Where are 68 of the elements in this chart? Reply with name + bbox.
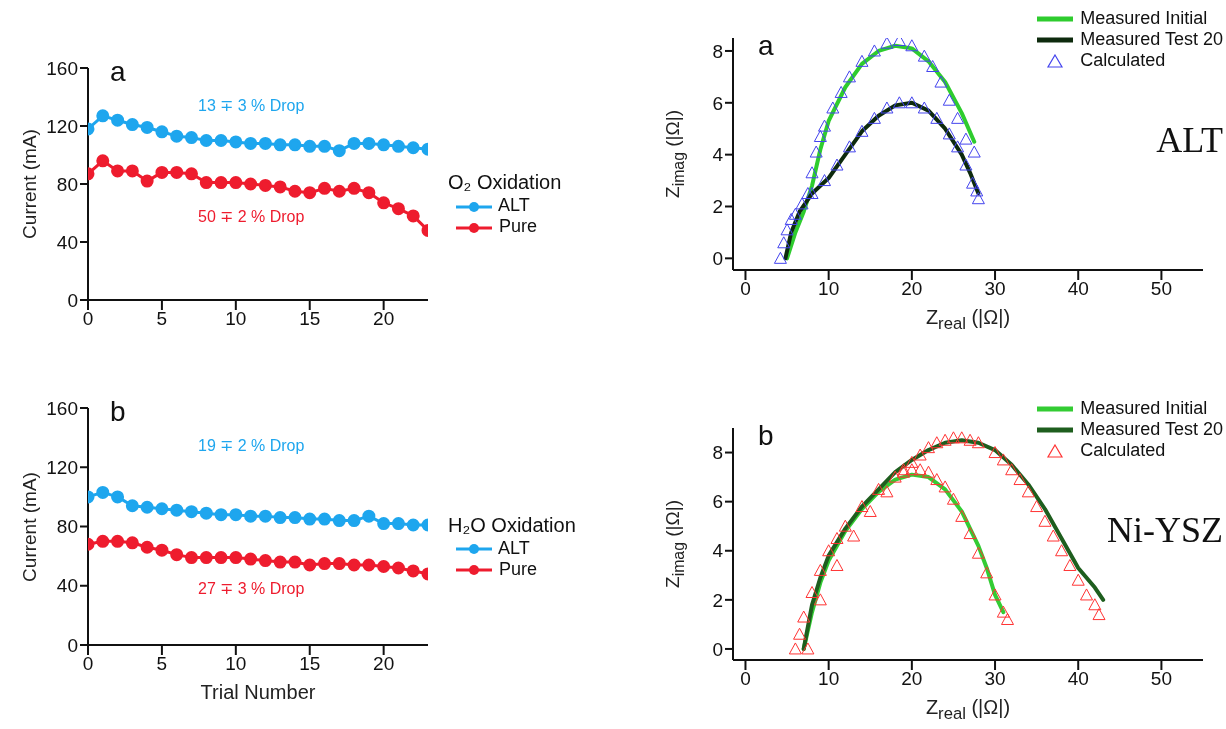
x-tick-label: 15 (299, 308, 321, 330)
annotation: 50 ∓ 2 % Drop (197, 207, 305, 227)
legend-label: Calculated (1080, 440, 1166, 460)
y-tick-label: 6 (712, 491, 723, 513)
x-tick-label: 20 (373, 653, 395, 675)
x-tick-label: 20 (901, 278, 923, 300)
legend-label: Calculated (1080, 50, 1166, 70)
y-axis-title: Current (mA) (19, 129, 41, 239)
x-tick-label: 10 (225, 653, 247, 675)
y-tick-label: 80 (56, 516, 78, 538)
x-tick-label: 40 (1067, 668, 1089, 690)
x-tick-label: 0 (82, 308, 94, 330)
legend-label: Measured Test 20 (1080, 29, 1223, 49)
annotation: 27 ∓ 3 % Drop (197, 578, 305, 598)
x-tick-label: 20 (373, 308, 395, 330)
x-tick-label: 0 (82, 653, 94, 675)
x-tick-label: 5 (156, 653, 168, 675)
x-tick-label: 5 (156, 308, 168, 330)
y-tick-label: 120 (46, 456, 78, 478)
y-tick-label: 40 (56, 231, 78, 253)
y-axis-title: Current (mA) (19, 471, 41, 582)
y-tick-label: 4 (712, 540, 724, 562)
y-tick-label: 0 (67, 634, 78, 656)
x-tick-label: 0 (740, 668, 751, 690)
x-axis-title: Z$_{real}$ (|Ω|) (925, 696, 1011, 724)
x-tick-label: 50 (1150, 668, 1172, 690)
y-tick-label: 6 (712, 92, 723, 114)
legend-label: Measured Test 20 (1080, 419, 1223, 439)
y-tick-label: 0 (712, 248, 723, 270)
y-tick-label: 4 (712, 144, 724, 166)
x-tick-label: 50 (1150, 278, 1172, 300)
annotation: b (758, 420, 774, 452)
x-tick-label: 0 (740, 278, 751, 300)
y-tick-label: 160 (46, 397, 78, 419)
x-tick-label: 10 (225, 308, 247, 330)
y-tick-label: 2 (712, 589, 723, 611)
annotation: ALT (1156, 119, 1223, 162)
y-tick-label: 8 (712, 40, 723, 62)
y-tick-label: 0 (712, 638, 723, 660)
y-tick-label: 160 (46, 57, 78, 79)
legend-label: ALT (498, 537, 530, 558)
y-tick-label: 80 (56, 173, 78, 195)
x-axis-title: Z$_{real}$ (|Ω|) (925, 306, 1011, 334)
annotation: a (110, 56, 126, 88)
annotation: 19 ∓ 2 % Drop (197, 436, 305, 456)
x-axis-title: Trial Number (200, 681, 316, 704)
y-tick-label: 120 (46, 115, 78, 137)
x-tick-label: 15 (299, 653, 321, 675)
x-tick-label: 30 (984, 668, 1006, 690)
x-tick-label: 30 (984, 278, 1006, 300)
legend-title: O₂ Oxidation (448, 171, 562, 194)
x-tick-label: 10 (818, 668, 840, 690)
x-tick-label: 10 (818, 278, 840, 300)
x-tick-label: 20 (901, 668, 923, 690)
legend-label: Pure (499, 558, 538, 579)
legend-label: Measured Initial (1080, 398, 1208, 418)
annotation: Ni-YSZ (1107, 509, 1223, 552)
y-tick-label: 40 (56, 575, 78, 597)
annotation: 13 ∓ 3 % Drop (197, 95, 305, 115)
annotation: b (110, 396, 126, 428)
legend-label: ALT (498, 195, 530, 216)
x-tick-label: 40 (1067, 278, 1089, 300)
legend-label: Measured Initial (1080, 8, 1208, 28)
y-tick-label: 8 (712, 442, 723, 464)
y-tick-label: 2 (712, 196, 723, 218)
annotation: a (758, 30, 774, 62)
legend-label: Pure (499, 216, 538, 237)
legend-title: H₂O Oxidation (448, 513, 576, 536)
